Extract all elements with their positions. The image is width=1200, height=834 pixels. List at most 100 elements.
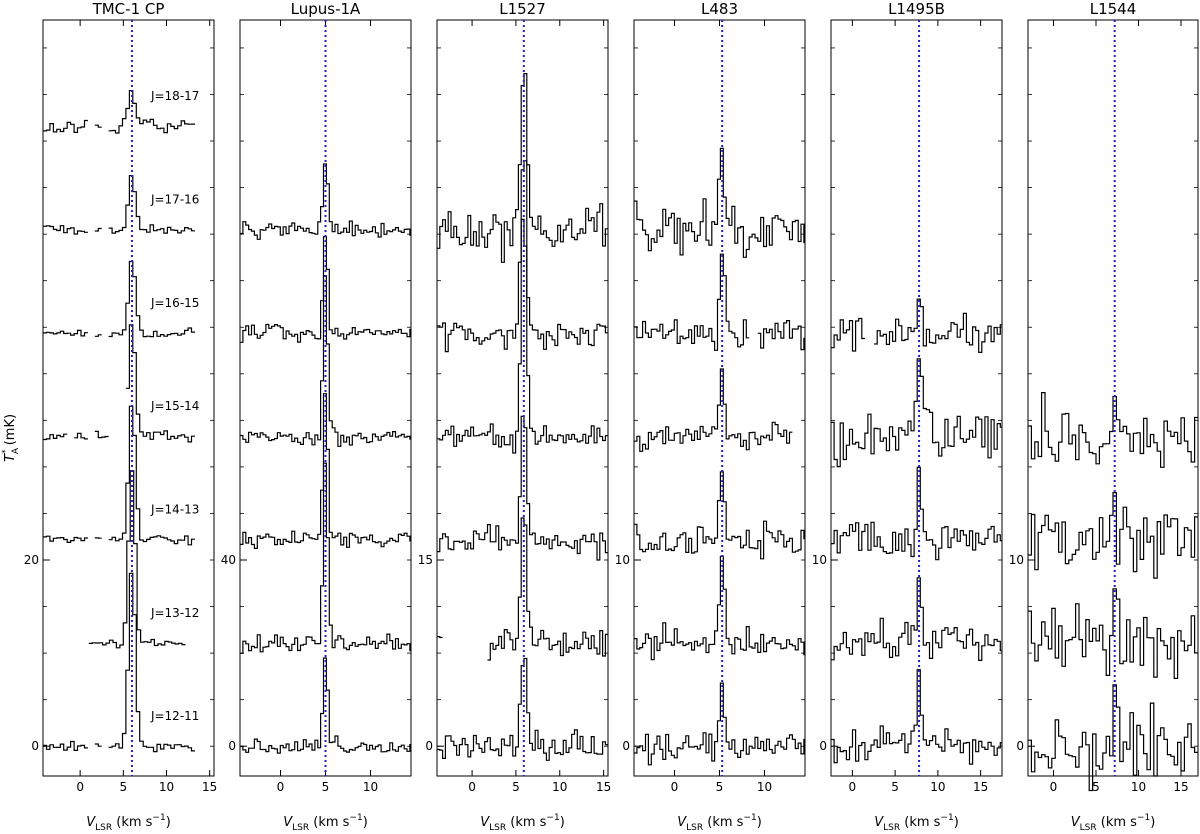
spectrum-j=15-14 (74, 433, 88, 439)
spectrum-j=16-15 (437, 161, 608, 352)
y-tick-label: 0 (819, 739, 827, 753)
panel-frame (634, 20, 805, 776)
panel-title: L1495B (888, 0, 945, 18)
x-tick-label: 5 (119, 780, 127, 794)
transition-label: J=13-12 (150, 606, 199, 620)
spectrum-j=13-12 (831, 578, 1002, 661)
spectrum-j=14-13 (634, 472, 805, 559)
spectrum-j=16-15 (831, 319, 865, 352)
y-tick-label: 0 (425, 739, 433, 753)
spectrum-j=12-11 (437, 659, 608, 761)
spectrum-j=15-14 (437, 219, 608, 453)
transition-label: J=15-14 (150, 399, 199, 413)
panel-title: TMC-1 CP (92, 0, 165, 18)
y-tick-label: 10 (812, 553, 827, 567)
panel-l1544: L1544 0 5 10 15 0 10 VLSR (km s−1) (1009, 0, 1198, 830)
x-tick-label: 5 (1092, 780, 1100, 794)
panel-title: L483 (701, 0, 738, 18)
panel-frame (240, 20, 411, 776)
x-axis-label: VLSR (km s−1) (874, 813, 959, 830)
x-axis-label: VLSR (km s−1) (283, 813, 368, 830)
x-tick-label: 5 (891, 780, 899, 794)
spectrum-j=12-11 (109, 573, 195, 751)
panel-l1495b: L1495B 0 5 10 15 0 10 VLSR (km s−1) (812, 0, 1002, 830)
spectrum-j=15-14 (831, 359, 1002, 467)
panel-frame (437, 20, 608, 776)
transition-label: J=17-16 (150, 192, 199, 206)
x-tick-label: 0 (671, 780, 679, 794)
spectrum-j=17-16 (95, 229, 102, 232)
spectrum-j=14-13 (43, 536, 88, 542)
spectrum-j=12-11 (95, 744, 102, 746)
spectrum-j=12-11 (43, 742, 88, 751)
y-tick-label: 0 (31, 739, 39, 753)
x-tick-label: 5 (512, 780, 520, 794)
x-tick-label: 15 (973, 780, 988, 794)
panel-frame (43, 20, 214, 776)
y-tick-label: 0 (1016, 739, 1024, 753)
spectrum-j=18-17 (95, 125, 102, 127)
panel-tmc-1-cp: TMC-1 CP 0 5 10 15 0 20 VLSR (km s−1) J=12-11 J=1… (24, 0, 218, 830)
y-tick-label: 0 (622, 739, 630, 753)
x-tick-label: 0 (76, 780, 84, 794)
x-tick-label: 10 (1131, 780, 1146, 794)
y-axis-label: TA* (mK) (1, 414, 21, 462)
x-tick-label: 5 (322, 780, 330, 794)
spectrum-j=13-12 (634, 556, 805, 659)
x-tick-label: 0 (277, 780, 285, 794)
panels: TMC-1 CP 0 5 10 15 0 20 VLSR (km s−1) J=12-11 J=1… (24, 0, 1198, 830)
y-tick-label: 40 (221, 553, 236, 567)
spectrum-j=15-14 (43, 434, 67, 439)
x-tick-label: 10 (930, 780, 945, 794)
spectrum-j=16-15 (43, 330, 88, 336)
x-axis-label: VLSR (km s−1) (480, 813, 565, 830)
x-axis-label: VLSR (km s−1) (1071, 813, 1156, 830)
spectrum-j=17-16 (437, 74, 608, 263)
spectrum-j=12-11 (634, 683, 805, 765)
spectrum-j=16-15 (758, 321, 805, 350)
transition-label: J=14-13 (150, 502, 199, 516)
x-tick-label: 0 (1050, 780, 1058, 794)
transition-label: J=16-15 (150, 296, 199, 310)
transition-label: J=12-11 (150, 709, 199, 723)
y-tick-label: 10 (615, 553, 630, 567)
spectrum-j=16-15 (874, 299, 1002, 352)
x-tick-label: 10 (159, 780, 174, 794)
panel-title: L1544 (1090, 0, 1137, 18)
spectrum-j=12-11 (831, 670, 1002, 764)
spectrum-j=14-13 (831, 467, 1002, 559)
x-tick-label: 15 (1173, 780, 1188, 794)
panel-title: L1527 (499, 0, 546, 18)
spectrum-j=17-16 (634, 148, 805, 257)
x-axis-label: VLSR (km s−1) (677, 813, 762, 830)
spectrum-j=14-13 (109, 406, 195, 545)
x-tick-label: 5 (716, 780, 724, 794)
spectrum-j=14-13 (1028, 493, 1198, 578)
spectrum-j=18-17 (43, 121, 88, 133)
y-tick-label: 0 (228, 739, 236, 753)
y-tick-label: 20 (24, 553, 39, 567)
spectrum-j=13-12 (89, 471, 186, 648)
spectrum-j=15-14 (634, 369, 792, 451)
panel-frame (831, 20, 1002, 776)
spectrum-j=15-14 (126, 325, 195, 442)
spectrum-j=13-12 (437, 637, 443, 638)
spectrum-j=15-14 (1028, 393, 1198, 468)
spectrum-j=16-15 (634, 254, 749, 350)
x-tick-label: 10 (552, 780, 567, 794)
x-tick-label: 15 (202, 780, 217, 794)
x-tick-label: 10 (363, 780, 378, 794)
spectrum-j=15-14 (95, 431, 109, 437)
y-tick-label: 10 (1009, 553, 1024, 567)
spectrum-j=17-16 (43, 226, 88, 234)
spectrum-j=16-15 (95, 335, 102, 337)
x-tick-label: 0 (849, 780, 857, 794)
spectrum-j=13-12 (1028, 589, 1198, 679)
x-tick-label: 0 (468, 780, 476, 794)
y-tick-label: 15 (418, 553, 433, 567)
x-axis-label: VLSR (km s−1) (86, 813, 171, 830)
